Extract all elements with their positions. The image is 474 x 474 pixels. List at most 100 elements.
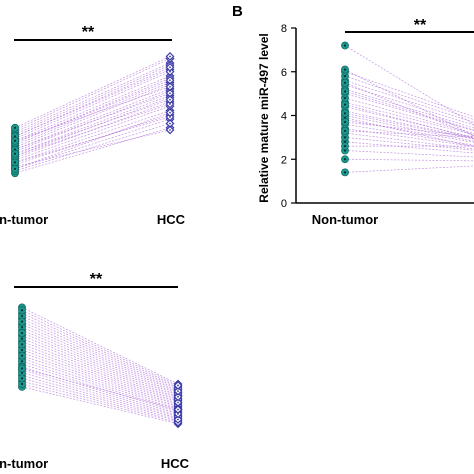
y-tick-label: 4 (281, 111, 287, 123)
y-tick-label: 6 (281, 67, 287, 79)
hcc-point-center (169, 98, 171, 101)
non-tumor-point-center (20, 320, 24, 323)
non-tumor-point-center (343, 158, 347, 161)
non-tumor-point-center (13, 152, 17, 155)
y-tick-label: 8 (281, 23, 287, 35)
pair-line (344, 128, 474, 147)
points-group (11, 52, 175, 178)
pair-line (21, 312, 179, 388)
pair-line (21, 309, 179, 386)
panel-c-chart: ** Non-tumor HCC (0, 271, 190, 471)
pair-line (14, 118, 171, 170)
pair-line (21, 307, 179, 385)
points-group (341, 41, 349, 177)
pair-line (14, 58, 171, 131)
non-tumor-point-center (20, 382, 24, 386)
pair-line (14, 62, 171, 133)
non-tumor-point-center (343, 171, 347, 174)
hcc-point-center (177, 418, 179, 421)
pair-line (14, 75, 171, 142)
pair-line (21, 343, 179, 403)
pair-line (21, 372, 179, 417)
pair-line (21, 363, 179, 413)
pair-line (14, 103, 171, 157)
non-tumor-point-center (20, 331, 24, 335)
x-category-label-hcc: HCC (161, 456, 190, 471)
non-tumor-point-center (20, 360, 24, 363)
pair-line (344, 158, 474, 162)
pair-line (21, 321, 179, 392)
hcc-point-center (169, 92, 171, 95)
x-category-label-non-tumor: Non-tumor (0, 212, 48, 227)
pair-line (21, 369, 179, 416)
significance-label: ** (90, 271, 103, 288)
non-tumor-point-center (20, 354, 24, 357)
y-tick-label: 0 (281, 198, 287, 210)
y-axis-label: Relative mature miR-497 level (257, 33, 271, 202)
non-tumor-point-center (13, 126, 17, 129)
non-tumor-point-center (20, 314, 24, 318)
pair-line (14, 97, 171, 157)
paired-lines-group (14, 56, 171, 174)
pair-line (21, 341, 179, 402)
pair-line (21, 355, 179, 409)
hcc-point-center (169, 111, 171, 114)
non-tumor-point-center (20, 367, 24, 370)
pair-line (344, 117, 474, 148)
pair-line (21, 360, 179, 412)
pair-line (344, 88, 474, 129)
pair-line (21, 375, 179, 419)
hcc-point-center (169, 66, 171, 69)
pair-line (344, 132, 474, 150)
x-category-label-non-tumor: Non-tumor (0, 456, 48, 471)
pair-line (344, 141, 474, 154)
pair-line (344, 130, 474, 138)
non-tumor-point-center (343, 145, 347, 148)
panel-label-b: B (232, 3, 243, 20)
pair-line (14, 64, 171, 135)
pair-line (21, 366, 179, 415)
non-tumor-point-center (343, 44, 347, 47)
non-tumor-point-center (13, 167, 17, 170)
pair-line (21, 349, 179, 406)
pair-line (344, 165, 474, 173)
pair-line (344, 84, 474, 126)
y-ticks-group: 0 2 4 6 8 (281, 23, 296, 210)
pair-line (344, 121, 474, 137)
pair-line (344, 71, 474, 118)
hcc-point-center (169, 85, 171, 88)
non-tumor-point-center (343, 103, 347, 106)
pair-line (344, 45, 474, 125)
pair-line (14, 71, 171, 139)
y-tick-label: 2 (281, 154, 287, 166)
hcc-point-center (177, 390, 179, 393)
non-tumor-point-center (13, 161, 17, 164)
pair-line (14, 92, 171, 150)
pair-line (21, 380, 179, 422)
pair-line (14, 56, 171, 129)
non-tumor-point-center (20, 337, 24, 340)
panel-b-chart: B Relative mature miR-497 level 0 2 4 6 8 **… (232, 3, 474, 227)
pair-line (344, 106, 474, 138)
paired-lines-group (344, 45, 474, 173)
significance-label: ** (82, 24, 95, 41)
non-tumor-point-center (13, 139, 17, 142)
x-category-label-hcc: HCC (157, 212, 186, 227)
pair-line (21, 368, 179, 410)
pair-line (21, 383, 179, 423)
pair-line (14, 127, 171, 174)
pair-line (14, 86, 171, 142)
hcc-point-center (169, 79, 171, 82)
pair-line (14, 99, 171, 155)
non-tumor-point-center (343, 112, 347, 115)
pair-line (344, 112, 474, 140)
hcc-point-center (177, 395, 179, 398)
pair-line (21, 386, 179, 425)
pair-line (344, 123, 474, 146)
pair-line (21, 332, 179, 398)
points-group (18, 303, 183, 429)
non-tumor-point-center (343, 81, 347, 84)
pair-line (344, 69, 474, 137)
pair-line (14, 112, 171, 170)
